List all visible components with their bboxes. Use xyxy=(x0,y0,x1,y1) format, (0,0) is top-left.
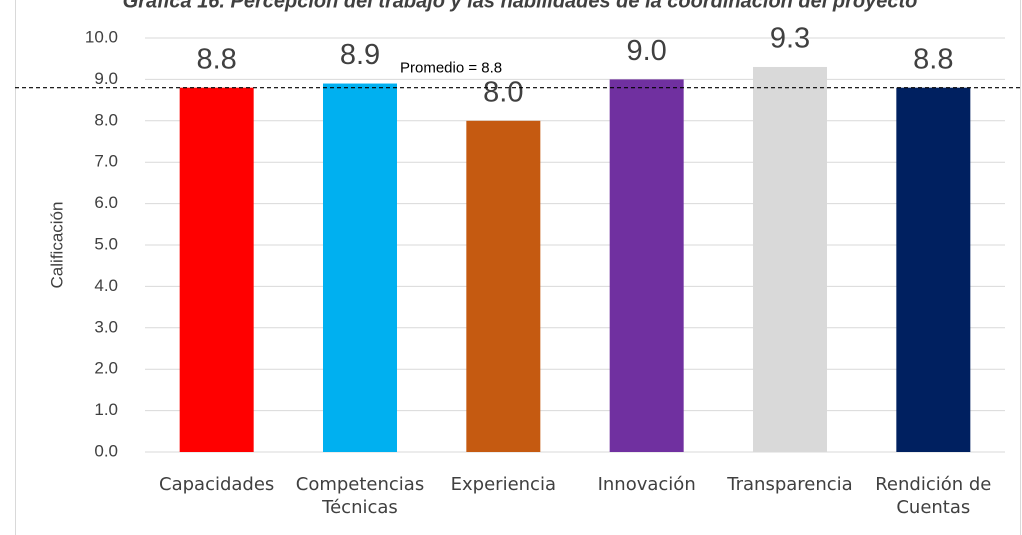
bar xyxy=(323,83,397,452)
bar xyxy=(179,87,254,453)
value-label: 8.9 xyxy=(340,39,380,71)
value-label: 8.8 xyxy=(913,43,953,75)
x-tick-label: Experiencia xyxy=(450,474,556,495)
bar xyxy=(466,120,541,453)
y-tick-label: 0.0 xyxy=(94,441,118,460)
y-tick-label: 8.0 xyxy=(94,110,118,129)
bar xyxy=(896,87,971,453)
x-tick-label: Rendición de Cuentas xyxy=(875,474,992,518)
y-tick-label: 7.0 xyxy=(94,152,118,171)
bar xyxy=(609,79,684,453)
x-tick-label: Capacidades xyxy=(159,474,275,495)
y-tick-label: 5.0 xyxy=(94,234,118,253)
x-tick-label: Competencias Técnicas xyxy=(295,474,425,518)
value-label: 8.0 xyxy=(483,76,523,108)
y-tick-label: 1.0 xyxy=(94,400,118,419)
value-label: 8.8 xyxy=(197,43,237,75)
bar xyxy=(753,66,827,452)
y-axis-label: Calificación xyxy=(47,202,66,289)
y-tick-label: 9.0 xyxy=(94,69,118,88)
y-tick-label: 6.0 xyxy=(94,193,118,212)
value-label: 9.0 xyxy=(627,35,667,67)
chart-border xyxy=(15,0,1021,535)
y-tick-label: 10.0 xyxy=(85,27,118,46)
value-label: 9.3 xyxy=(770,23,810,55)
y-tick-label: 4.0 xyxy=(94,276,118,295)
x-tick-label: Transparencia xyxy=(727,474,853,495)
chart-title: Gráfica 16. Percepción del trabajo y las… xyxy=(123,0,918,12)
x-tick-label: Innovación xyxy=(597,474,696,495)
reference-label: Promedio = 8.8 xyxy=(400,60,502,77)
y-tick-label: 3.0 xyxy=(94,317,118,336)
y-tick-label: 2.0 xyxy=(94,359,118,378)
